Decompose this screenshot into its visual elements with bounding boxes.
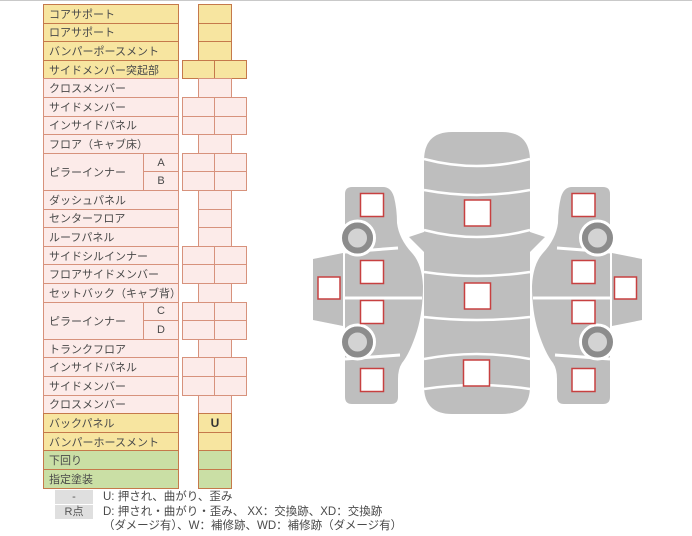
part-label: センターフロア (43, 208, 179, 229)
part-label: フロア（キャブ床） (43, 134, 179, 154)
part-label: サイドシルインナー (43, 245, 179, 266)
part-label: 指定塗装 (43, 469, 179, 489)
wheel-halo (579, 323, 616, 361)
trunk-point[interactable] (462, 359, 491, 387)
left-front-fender-point[interactable] (359, 192, 385, 218)
right-outer-panel-point[interactable] (613, 276, 638, 300)
right-rear-door-point[interactable] (571, 299, 596, 325)
wheel-halo (339, 219, 376, 257)
legend-text-u: U: 押され、曲がり、歪み (103, 491, 233, 503)
left-mirror-icon (409, 232, 424, 252)
part-label: クロスメンバー (43, 78, 179, 98)
pillar-sub-label: C (143, 301, 179, 322)
part-label: インサイドパネル (43, 115, 179, 136)
wheel-halo (579, 219, 616, 257)
part-label: 下回り (43, 450, 179, 470)
wheel-icon (342, 222, 373, 254)
part-label: バックパネル (43, 413, 179, 433)
left-front-door-point[interactable] (359, 259, 385, 285)
legend-badge-dash: - (55, 490, 93, 504)
damage-cell[interactable] (198, 469, 232, 489)
hood-point[interactable] (463, 199, 492, 227)
right-mirror-icon (530, 232, 545, 252)
car-top-view (409, 132, 545, 414)
wheel-icon (342, 326, 373, 358)
wheel-icon (582, 222, 613, 254)
part-label: サイドメンバー突起部 (43, 59, 179, 80)
right-front-door-point[interactable] (571, 259, 596, 285)
part-label: バンパーホースメント (43, 431, 179, 452)
left-quarter-panel-point[interactable] (359, 367, 385, 393)
roof-point[interactable] (463, 282, 492, 310)
part-label: クロスメンバー (43, 394, 179, 415)
wheel-icon (582, 326, 613, 358)
legend-text-d2: （ダメージ有）、W：補修跡、WD：補修跡（ダメージ有） (103, 520, 403, 532)
right-front-fender-point[interactable] (571, 192, 596, 218)
part-label: バンパーポースメント (43, 41, 179, 61)
legend-badge-rpoint: R点 (55, 505, 93, 519)
left-rear-door-point[interactable] (359, 299, 385, 325)
legend-text-d: D: 押され・曲がり・歪み、 XX：交換跡、XD：交換跡 (103, 506, 383, 518)
part-label: ピラーインナー (43, 152, 144, 191)
right-quarter-panel-point[interactable] (571, 367, 596, 393)
part-label: フロアサイドメンバー (43, 264, 179, 284)
left-outer-panel-point[interactable] (317, 276, 341, 300)
wheel-halo (339, 323, 376, 361)
part-label: サイドメンバー (43, 97, 179, 117)
part-label: ピラーインナー (43, 301, 144, 340)
